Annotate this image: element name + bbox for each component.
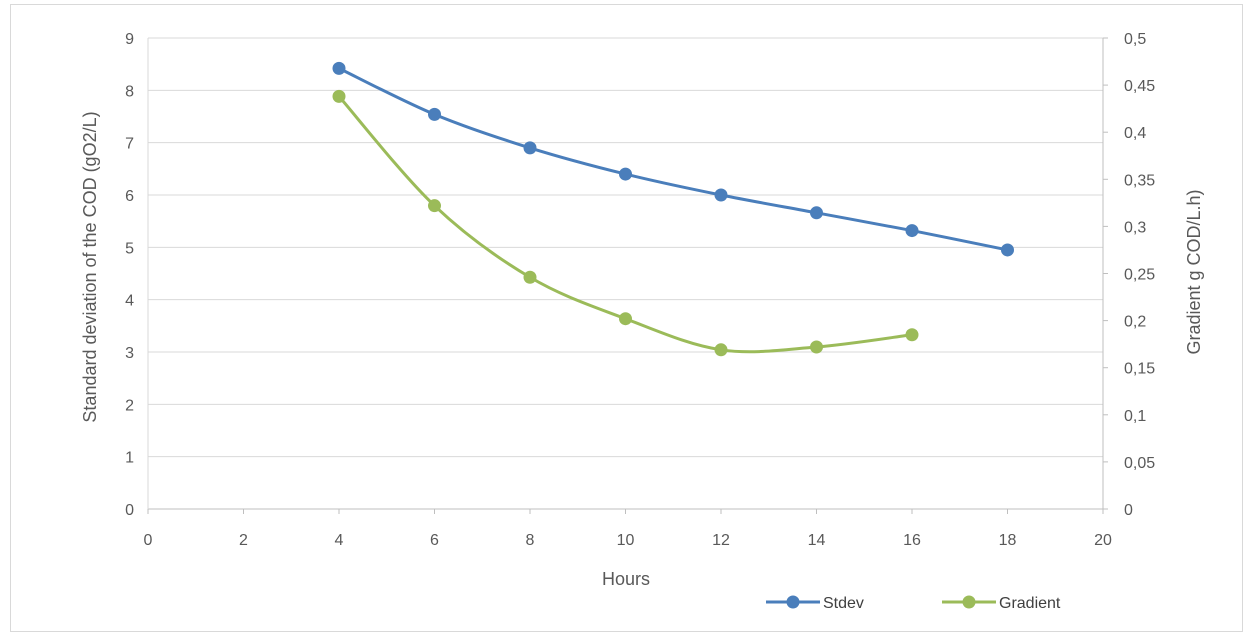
y2-tick-label-4: 0,2 xyxy=(1124,314,1146,331)
x-tick-label-6: 12 xyxy=(712,532,730,549)
x-tick-label-10: 20 xyxy=(1094,532,1112,549)
legend-item-gradient: Gradient xyxy=(942,595,1061,612)
gradient-point-5 xyxy=(810,340,823,354)
y2-tick-label-8: 0,4 xyxy=(1124,125,1146,142)
axes xyxy=(147,37,1108,514)
stdev-point-6 xyxy=(905,224,919,238)
stdev-point-0 xyxy=(332,61,346,75)
y2-tick-label-7: 0,35 xyxy=(1124,172,1155,189)
x-tick-label-0: 0 xyxy=(144,532,153,549)
x-tick-label-9: 18 xyxy=(999,532,1017,549)
y-tick-label-7: 7 xyxy=(125,136,134,153)
legend-marker-stdev xyxy=(786,595,800,609)
x-tick-label-7: 14 xyxy=(808,532,826,549)
series-layer xyxy=(332,61,1014,357)
gradient-point-0 xyxy=(332,89,346,103)
stdev-series-line xyxy=(338,67,1008,252)
y-tick-label-0: 0 xyxy=(125,502,134,519)
stdev-point-7 xyxy=(1001,243,1014,257)
y-tick-label-6: 6 xyxy=(125,188,134,205)
x-axis-title: Hours xyxy=(602,569,650,589)
y2-tick-label-10: 0,5 xyxy=(1124,31,1146,48)
x-tick-label-8: 16 xyxy=(903,532,921,549)
x-tick-label-4: 8 xyxy=(526,532,535,549)
legend-label-gradient: Gradient xyxy=(999,595,1061,612)
stdev-point-2 xyxy=(523,141,537,155)
tick-labels: 0 2 4 6 8 10 12 14 16 18 20012345678900,050,10,150… xyxy=(125,31,1155,549)
y-tick-label-3: 3 xyxy=(125,345,134,362)
y-axis-title: Standard deviation of the COD (gO2/L) xyxy=(80,111,100,422)
y-tick-label-9: 9 xyxy=(125,31,134,48)
y2-axis-title: Gradient g COD/L.h) xyxy=(1184,189,1204,354)
legend-label-stdev: Stdev xyxy=(823,595,864,612)
x-tick-label-3: 6 xyxy=(430,532,439,549)
gradient-point-6 xyxy=(905,328,919,342)
gradient-point-3 xyxy=(619,312,632,326)
y2-tick-label-9: 0,45 xyxy=(1124,78,1155,95)
y2-tick-label-0: 0 xyxy=(1124,502,1133,519)
x-tick-label-1: 2 xyxy=(239,532,248,549)
legend: Stdev Gradient xyxy=(766,595,1061,612)
y2-tick-label-2: 0,1 xyxy=(1124,408,1146,425)
stdev-point-4 xyxy=(714,188,728,202)
y-tick-label-4: 4 xyxy=(125,293,134,310)
x-tick-label-5: 10 xyxy=(617,532,635,549)
x-tick-label-2: 4 xyxy=(335,532,344,549)
y2-tick-label-6: 0,3 xyxy=(1124,219,1146,236)
stdev-point-5 xyxy=(810,206,823,220)
gridlines xyxy=(148,37,1103,510)
y-tick-label-5: 5 xyxy=(125,240,134,257)
y-tick-label-2: 2 xyxy=(125,397,134,414)
y2-tick-label-3: 0,15 xyxy=(1124,361,1155,378)
legend-item-stdev: Stdev xyxy=(766,595,864,612)
stdev-point-3 xyxy=(619,167,632,181)
gradient-point-1 xyxy=(428,199,441,213)
y2-tick-label-1: 0,05 xyxy=(1124,455,1155,472)
gradient-point-2 xyxy=(523,270,537,284)
y-tick-label-1: 1 xyxy=(125,450,134,467)
stdev-point-1 xyxy=(428,107,441,121)
gradient-point-4 xyxy=(714,343,728,357)
legend-marker-gradient xyxy=(962,595,976,609)
y2-tick-label-5: 0,25 xyxy=(1124,267,1155,284)
y-tick-label-8: 8 xyxy=(125,83,134,100)
chart-frame xyxy=(10,4,1243,632)
